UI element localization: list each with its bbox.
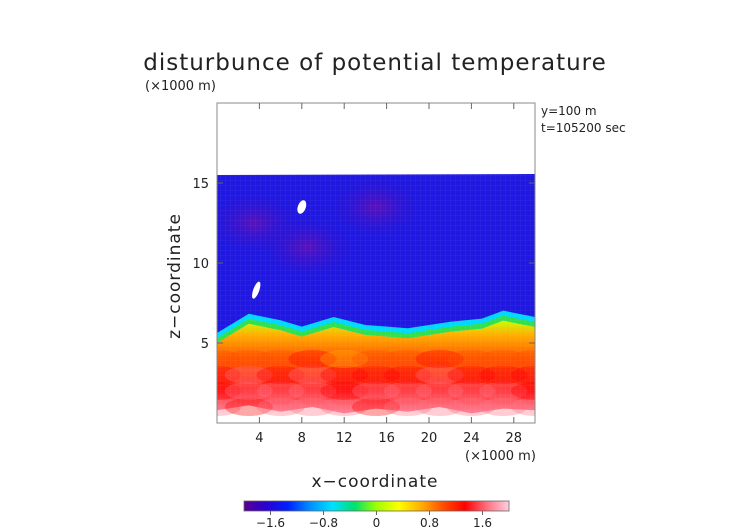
- plot-field: [217, 103, 535, 423]
- y-axis-unit: (×1000 m): [145, 79, 216, 94]
- grid-overlay: [217, 103, 535, 423]
- chart-title: disturbunce of potential temperature: [143, 50, 607, 76]
- y-tick-label: 5: [201, 337, 209, 352]
- colorbar-tick-label: 0.8: [420, 516, 439, 530]
- annotation-y: y=100 m: [541, 104, 597, 118]
- x-axis-unit: (×1000 m): [465, 449, 536, 464]
- x-tick-label: 16: [378, 431, 395, 446]
- x-tick-label: 24: [463, 431, 480, 446]
- y-axis-label: z−coordinate: [165, 213, 185, 339]
- colorbar-ticks: −1.6 −0.8 0 0.8 1.6: [256, 511, 492, 530]
- x-tick-label: 4: [255, 431, 263, 446]
- x-axis-ticks: 4 8 12 16 20 24 28: [255, 103, 522, 446]
- x-tick-label: 20: [421, 431, 438, 446]
- colorbar-tick-label: −1.6: [256, 516, 285, 530]
- x-axis-label: x−coordinate: [312, 472, 439, 492]
- x-tick-label: 8: [298, 431, 306, 446]
- annotation-t: t=105200 sec: [541, 121, 626, 135]
- colorbar-tick-label: −0.8: [309, 516, 338, 530]
- x-tick-label: 12: [336, 431, 353, 446]
- y-tick-label: 15: [192, 177, 209, 192]
- y-axis-ticks: 5 10 15: [192, 177, 535, 352]
- colorbar-tick-label: 0: [373, 516, 381, 530]
- colorbar-tick-label: 1.6: [473, 516, 492, 530]
- x-tick-label: 28: [506, 431, 523, 446]
- y-tick-label: 10: [192, 257, 209, 272]
- colorbar: [243, 500, 510, 512]
